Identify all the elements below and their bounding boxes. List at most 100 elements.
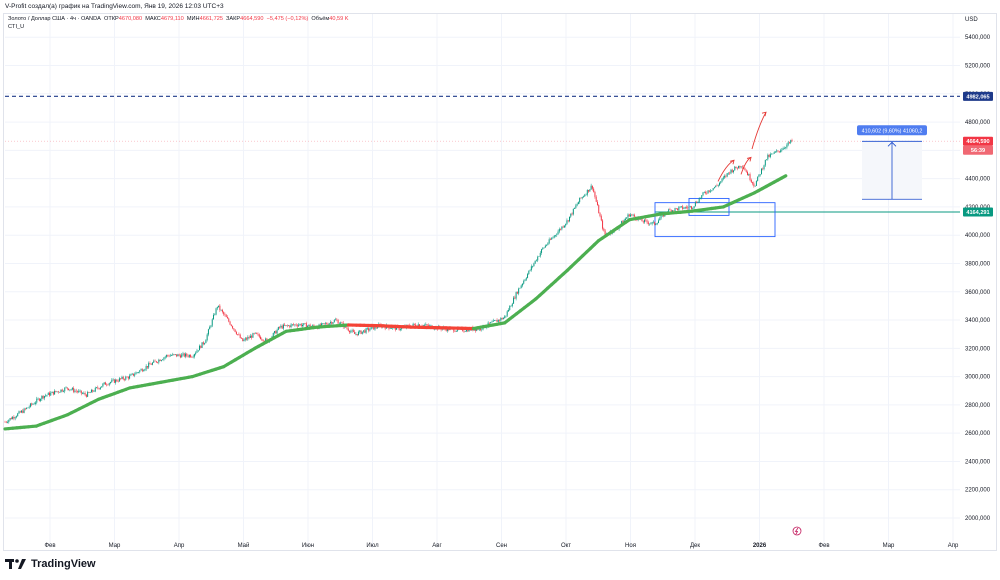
- candle-body: [149, 363, 151, 365]
- candle-body: [181, 354, 183, 358]
- candle-body: [590, 185, 592, 190]
- candle-body: [333, 320, 335, 323]
- x-tick-label: 2026: [753, 543, 767, 549]
- candle-body: [279, 326, 281, 328]
- candle-body: [493, 320, 495, 322]
- candle-body: [160, 360, 162, 361]
- candle-body: [188, 355, 190, 357]
- candle-body: [749, 174, 751, 180]
- candle-body: [791, 140, 793, 142]
- candle-body: [7, 422, 9, 423]
- candle-body: [136, 372, 138, 373]
- candle-body: [336, 319, 338, 321]
- candle-body: [407, 324, 409, 326]
- candle-body: [504, 316, 506, 318]
- countdown-label: 56:39: [971, 148, 985, 154]
- candle-body: [10, 418, 12, 420]
- candle-body: [575, 205, 577, 208]
- consolidation-box-1: [654, 202, 776, 238]
- candle-body: [5, 421, 7, 423]
- candle-body: [193, 354, 195, 357]
- candle-body: [340, 322, 342, 324]
- candle-body: [518, 288, 520, 294]
- candle-body: [169, 355, 171, 357]
- candle-body: [291, 324, 293, 326]
- candle-body: [220, 309, 222, 311]
- x-tick-label: Авг: [432, 543, 442, 549]
- candle-body: [507, 310, 509, 312]
- candle-body: [685, 207, 687, 208]
- candle-body: [298, 324, 300, 327]
- candle-body: [265, 338, 267, 342]
- candle-body: [178, 354, 180, 356]
- candle-body: [591, 185, 593, 189]
- candle-body: [706, 193, 708, 194]
- candle-body: [66, 387, 68, 389]
- candle-body: [660, 215, 662, 219]
- open-value: 4670,080: [118, 16, 143, 22]
- candle-body: [235, 331, 237, 335]
- grid: [5, 14, 960, 548]
- candle-body: [783, 147, 785, 149]
- candle-body: [769, 154, 771, 157]
- candle-body: [767, 154, 769, 160]
- candle-body: [300, 323, 302, 327]
- candle-body: [89, 392, 91, 394]
- candle-body: [305, 323, 307, 328]
- candle-body: [52, 391, 54, 395]
- candle-body: [651, 222, 653, 224]
- candle-body: [117, 381, 119, 382]
- candle-body: [697, 202, 699, 203]
- candle-body: [42, 395, 44, 399]
- candle-body: [604, 230, 606, 235]
- candle-body: [780, 150, 782, 152]
- candle-body: [187, 355, 189, 357]
- indicator-name[interactable]: CTI_U: [8, 24, 25, 30]
- candle-body: [553, 235, 555, 238]
- x-tick-label: Июл: [366, 543, 379, 549]
- candle-body: [83, 393, 85, 394]
- candle-body: [29, 403, 31, 407]
- volume-value: 40,59 K: [329, 16, 349, 22]
- x-tick-label: Июн: [302, 543, 314, 549]
- candle-body: [722, 177, 724, 179]
- candle-body: [124, 379, 126, 380]
- candle-body: [678, 207, 680, 211]
- candle-body: [88, 392, 90, 393]
- candle-body: [501, 318, 503, 320]
- candle-body: [603, 228, 605, 231]
- x-tick-label: Дек: [690, 543, 700, 549]
- candles: [4, 138, 793, 424]
- candle-body: [191, 357, 193, 358]
- candle-body: [773, 152, 775, 154]
- candle-body: [644, 219, 646, 223]
- close-value: 4664,590: [240, 16, 264, 22]
- x-tick-label: Фев: [44, 543, 55, 549]
- candle-body: [183, 353, 185, 357]
- candle-body: [735, 166, 737, 169]
- candle-body: [365, 328, 367, 333]
- candle-body: [571, 213, 573, 215]
- candle-body: [455, 330, 457, 332]
- resistance-price-label-bg: [963, 91, 993, 101]
- x-axis-ticks: Фев Мар Апр Май Июн Июл Авг Сен Окт Ноя Дек 2026 Фев…: [44, 542, 959, 549]
- candle-body: [600, 216, 602, 221]
- candle-body: [703, 192, 705, 193]
- symbol-legend: Золото / Доллар США · 4ч · OANDA ОТКР467…: [8, 16, 349, 22]
- candle-body: [582, 196, 584, 198]
- candle-body: [576, 204, 578, 206]
- candle-body: [580, 197, 582, 199]
- candle-body: [633, 214, 635, 217]
- candle-body: [24, 408, 26, 410]
- candle-body: [711, 190, 713, 191]
- footer-brand[interactable]: TradingView: [5, 558, 96, 570]
- candle-body: [669, 209, 671, 211]
- candle-body: [474, 329, 476, 331]
- candle-body: [289, 325, 291, 328]
- candle-body: [658, 220, 660, 224]
- candle-body: [75, 390, 77, 392]
- candle-body: [179, 355, 181, 358]
- candle-body: [171, 355, 173, 357]
- candle-body: [771, 153, 773, 155]
